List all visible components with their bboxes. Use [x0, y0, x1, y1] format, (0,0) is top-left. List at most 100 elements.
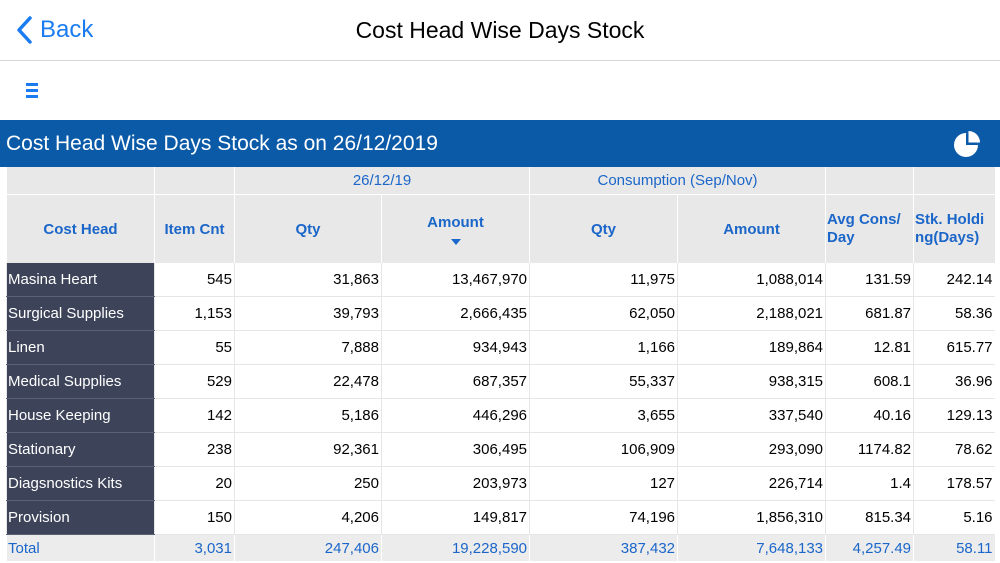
table-row[interactable]: Medical Supplies 529 22,478 687,357 55,337 93… [6, 364, 995, 399]
table-cell: 1,856,310 [677, 500, 826, 535]
table-row[interactable]: Provision 150 4,206 149,817 74,196 1,856,310 8… [6, 500, 995, 535]
column-header-qty[interactable]: Qty [234, 194, 382, 263]
report-banner: Cost Head Wise Days Stock as on 26/12/20… [0, 120, 1000, 167]
column-header-avg-cons-day[interactable]: Avg Cons/ Day [825, 194, 914, 263]
toolbar [0, 61, 1000, 119]
row-header-cost-head: Linen [6, 330, 155, 365]
table-cell: 446,296 [380, 398, 530, 433]
column-header-item-cnt[interactable]: Item Cnt [154, 194, 235, 263]
row-header-cost-head: House Keeping [6, 398, 155, 433]
table-row[interactable]: Diagsnostics Kits 20 250 203,973 127 226,714 1… [6, 466, 995, 501]
total-cell: 19,228,590 [380, 534, 530, 561]
page-title: Cost Head Wise Days Stock [355, 17, 645, 43]
table-cell: 22,478 [234, 364, 382, 399]
table-cell: 12.81 [825, 330, 914, 365]
total-row: Total 3,031 247,406 19,228,590 387,432 7… [6, 534, 995, 561]
table-cell: 178.57 [913, 466, 995, 501]
table-cell: 1,166 [529, 330, 678, 365]
total-cell: 3,031 [154, 534, 235, 561]
table-cell: 150 [154, 500, 235, 535]
table-cell: 226,714 [677, 466, 826, 501]
table-row[interactable]: Surgical Supplies 1,153 39,793 2,666,435 62,… [6, 296, 995, 331]
table-cell: 306,495 [380, 432, 530, 467]
table-cell: 687,357 [380, 364, 530, 399]
column-header-consumption-amount[interactable]: Amount [677, 194, 826, 263]
group-header-blank [913, 167, 995, 195]
table-cell: 681.87 [825, 296, 914, 331]
table-row[interactable]: Linen 55 7,888 934,943 1,166 189,864 12.81 615.… [6, 330, 995, 365]
group-header-blank [154, 167, 235, 195]
total-cell: 7,648,133 [677, 534, 826, 561]
group-header-consumption: Consumption (Sep/Nov) [529, 167, 826, 195]
table-cell: 3,655 [529, 398, 678, 433]
table-row[interactable]: Stationary 238 92,361 306,495 106,909 293,090… [6, 432, 995, 467]
table-cell: 1.4 [825, 466, 914, 501]
table-cell: 129.13 [913, 398, 995, 433]
table-cell: 934,943 [380, 330, 530, 365]
table-cell: 337,540 [677, 398, 826, 433]
table-cell: 149,817 [380, 500, 530, 535]
row-header-cost-head: Masina Heart [6, 263, 155, 297]
table-row[interactable]: Masina Heart 545 31,863 13,467,970 11,975 1,0… [6, 263, 995, 297]
navigation-bar: Back Cost Head Wise Days Stock [0, 0, 1000, 61]
total-label: Total [6, 534, 155, 561]
table-cell: 238 [154, 432, 235, 467]
table-cell: 4,206 [234, 500, 382, 535]
table-cell: 5,186 [234, 398, 382, 433]
table-row[interactable]: House Keeping 142 5,186 446,296 3,655 337,540… [6, 398, 995, 433]
table-cell: 242.14 [913, 263, 995, 297]
back-button[interactable]: Back [16, 12, 93, 48]
table-cell: 31,863 [234, 263, 382, 297]
table-cell: 5.16 [913, 500, 995, 535]
pie-chart-icon[interactable] [952, 129, 982, 159]
table-cell: 55,337 [529, 364, 678, 399]
row-header-cost-head: Diagsnostics Kits [6, 466, 155, 501]
column-header-consumption-qty[interactable]: Qty [529, 194, 678, 263]
table-cell: 127 [529, 466, 678, 501]
table-cell: 55 [154, 330, 235, 365]
chevron-left-icon [17, 16, 32, 44]
table-cell: 1,153 [154, 296, 235, 331]
table-cell: 608.1 [825, 364, 914, 399]
table-cell: 529 [154, 364, 235, 399]
table-cell: 2,188,021 [677, 296, 826, 331]
group-header-date: 26/12/19 [233, 167, 530, 195]
back-label: Back [40, 16, 94, 43]
row-header-cost-head: Medical Supplies [6, 364, 155, 399]
table-cell: 58.36 [913, 296, 995, 331]
table-cell: 39,793 [234, 296, 382, 331]
table-cell: 2,666,435 [380, 296, 530, 331]
stock-table: 26/12/19 Consumption (Sep/Nov) Cost Head… [6, 167, 995, 561]
total-cell: 247,406 [234, 534, 382, 561]
table-cell: 615.77 [913, 330, 995, 365]
table-cell: 815.34 [825, 500, 914, 535]
table-cell: 62,050 [529, 296, 678, 331]
column-header-stk-holding-days[interactable]: Stk. Holding(Days) [913, 194, 995, 263]
row-header-cost-head: Surgical Supplies [6, 296, 155, 331]
table-cell: 78.62 [913, 432, 995, 467]
table-cell: 20 [154, 466, 235, 501]
table-cell: 142 [154, 398, 235, 433]
report-title: Cost Head Wise Days Stock as on 26/12/20… [6, 132, 438, 155]
row-header-cost-head: Provision [6, 500, 155, 535]
table-cell: 7,888 [234, 330, 382, 365]
table-cell: 13,467,970 [380, 263, 530, 297]
sort-descending-icon [450, 238, 461, 245]
table-cell: 189,864 [677, 330, 826, 365]
column-header-amount[interactable]: Amount [380, 194, 530, 263]
total-cell: 387,432 [529, 534, 678, 561]
row-header-cost-head: Stationary [6, 432, 155, 467]
table-cell: 293,090 [677, 432, 826, 467]
group-header-blank [825, 167, 914, 195]
table-cell: 106,909 [529, 432, 678, 467]
table-cell: 36.96 [913, 364, 995, 399]
table-cell: 1174.82 [825, 432, 914, 467]
column-header-cost-head[interactable]: Cost Head [6, 194, 155, 263]
table-cell: 203,973 [380, 466, 530, 501]
menu-icon[interactable] [22, 80, 44, 102]
total-cell: 4,257.49 [825, 534, 914, 561]
table-cell: 92,361 [234, 432, 382, 467]
total-cell: 58.11 [913, 534, 995, 561]
table-cell: 1,088,014 [677, 263, 826, 297]
table-cell: 131.59 [825, 263, 914, 297]
